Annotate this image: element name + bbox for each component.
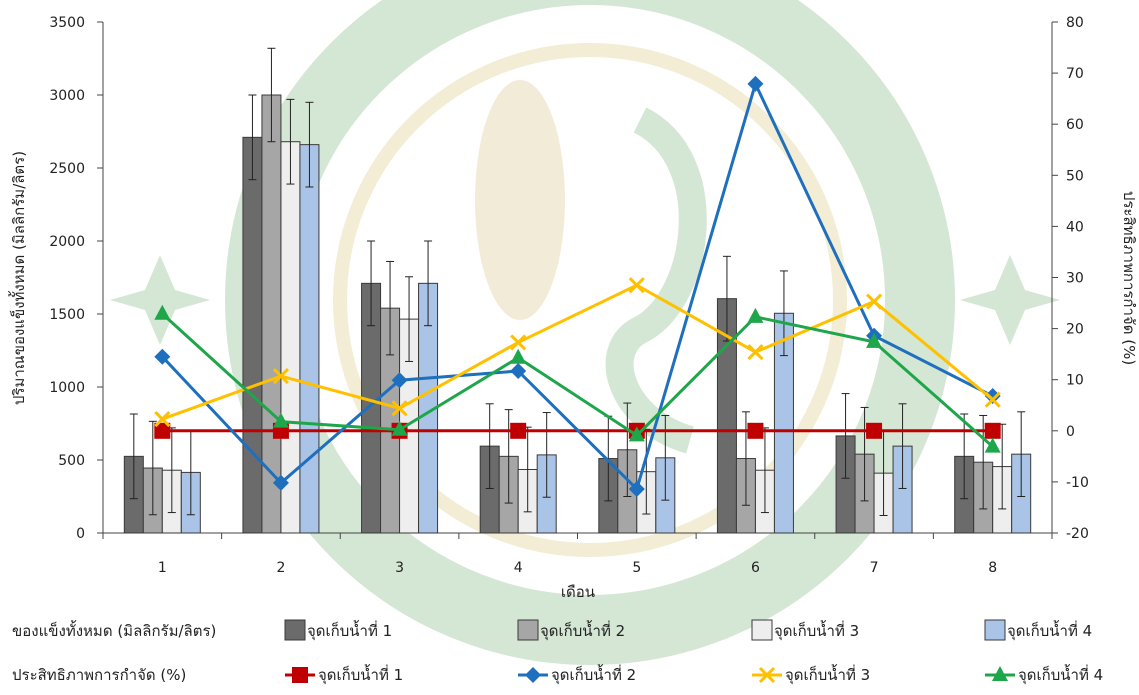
y-left-tick-label: 0 [76,526,85,542]
bar-series-group [123,94,1032,534]
y-left-tick-label: 1000 [49,380,85,396]
line-series-group [154,75,1001,498]
y-right-tick-label: 60 [1066,117,1084,133]
line-series-2 [161,79,994,492]
y-right-tick-label: 40 [1066,219,1084,235]
legend: ของแข็งทั้งหมด (มิลลิกรัม/ลิตร) ประสิทธิ… [12,619,1103,685]
x-axis-title: เดือน [561,583,595,601]
point-series-2-month-2 [272,474,289,491]
y-right-tick-label: 70 [1066,66,1084,82]
point-series-4-month-8 [984,437,1001,453]
point-series-4-month-3 [391,420,408,436]
y-axis-right-title: ประสิทธิภาพการกำจัด (%) [1120,191,1138,365]
point-series-3-month-3 [391,400,408,417]
point-series-1-month-1 [154,422,171,439]
legend-bar-label-2: จุดเก็บน้ำที่ 2 [540,620,625,641]
legend-line-label-4: จุดเก็บน้ำที่ 4 [1018,664,1103,685]
legend-bar-label-4: จุดเก็บน้ำที่ 4 [1007,620,1092,641]
point-series-3-month-8 [984,391,1001,408]
legend-line-label-1: จุดเก็บน้ำที่ 1 [318,664,403,685]
legend-bar-swatch-3 [751,619,773,641]
x-tick-label-6: 6 [751,560,760,576]
seal-inner-ring [333,43,847,557]
line-series-4 [161,312,994,448]
x-tick-label-4: 4 [514,560,523,576]
y-left-tick-label: 500 [58,453,85,469]
point-series-2-month-8 [984,388,1001,405]
point-series-1-month-6 [747,422,764,439]
legend-line-marker-1 [292,667,308,683]
x-tick-label-8: 8 [988,560,997,576]
x-tick-label-2: 2 [276,560,285,576]
legend-bar-swatch-1 [284,619,306,641]
axes [97,21,1058,539]
seal-figure [475,80,565,320]
legend-bar-label-3: จุดเก็บน้ำที่ 3 [774,620,859,641]
y-left-tick-label: 2500 [49,161,85,177]
line-series-3 [161,283,994,421]
point-series-3-month-4 [510,334,527,351]
x-tick-label-5: 5 [632,560,641,576]
y-axis-left-title: ปริมาณของแข็งทั้งหมด (มิลลิกรัม/ลิตร) [8,151,28,405]
y-right-tick-label: 50 [1066,168,1084,184]
y-right-tick-label: 80 [1066,15,1084,31]
point-series-1-month-8 [984,422,1001,439]
point-series-4-month-7 [866,332,883,348]
point-series-1-month-4 [510,422,527,439]
legend-bar-label-1: จุดเก็บน้ำที่ 1 [307,620,392,641]
legend-line-group-label: ประสิทธิภาพการกำจัด (%) [12,666,186,684]
point-series-3-month-2 [272,368,289,385]
legend-bar-group-label: ของแข็งทั้งหมด (มิลลิกรัม/ลิตร) [12,620,216,640]
seal-star-left [110,255,210,345]
seal-star-right [960,255,1060,345]
x-tick-label-3: 3 [395,560,404,576]
legend-line-marker-2 [525,667,541,683]
y-left-tick-label: 1500 [49,307,85,323]
y-right-tick-label: 10 [1066,373,1084,389]
point-series-4-month-4 [510,348,527,364]
seal-dragon [605,107,707,454]
point-series-4-month-2 [272,412,289,428]
y-left-tick-label: 2000 [49,234,85,250]
point-series-3-month-7 [866,293,883,310]
y-right-tick-label: 30 [1066,271,1084,287]
point-series-2-month-5 [628,481,645,498]
y-right-tick-label: -10 [1066,475,1089,491]
legend-line-marker-3 [758,666,776,684]
y-right-tick-label: 20 [1066,322,1084,338]
point-series-1-month-7 [866,422,883,439]
legend-line-marker-4 [992,666,1008,681]
y-right-tick-label: -20 [1066,526,1089,542]
point-series-3-month-6 [747,344,764,361]
point-series-2-month-6 [747,75,764,92]
point-series-3-month-1 [154,410,171,428]
x-tick-label-1: 1 [158,560,167,576]
y-left-tick-label: 3000 [49,88,85,104]
y-left-tick-label: 3500 [49,15,85,31]
tick-labels-group: 0 500 1000 1500 2000 2500 3000 3500 -20 -10 0 10 20 3… [49,15,1089,576]
point-series-2-month-4 [510,363,527,380]
x-tick-label-7: 7 [870,560,879,576]
legend-line-label-2: จุดเก็บน้ำที่ 2 [551,664,636,685]
legend-line-label-3: จุดเก็บน้ำที่ 3 [785,664,870,685]
point-series-3-month-5 [628,277,645,294]
point-series-4-month-1 [154,304,171,320]
legend-bar-swatch-2 [517,619,539,641]
point-series-2-month-3 [391,372,408,389]
point-series-4-month-5 [628,426,645,442]
point-series-2-month-1 [154,348,171,365]
bar-series-1-month-2 [242,136,263,534]
legend-bar-swatch-4 [984,619,1006,641]
y-right-tick-label: 0 [1066,424,1075,440]
bar-series-4-month-2 [299,144,320,534]
point-series-4-month-6 [747,307,764,323]
